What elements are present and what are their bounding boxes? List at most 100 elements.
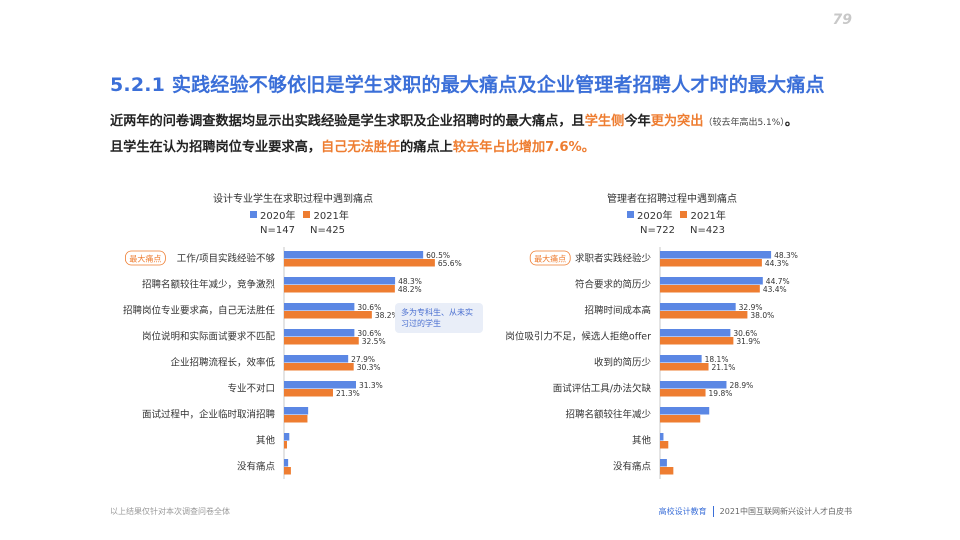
category-label: 工作/项目实践经验不够 — [177, 253, 276, 265]
bar-2020 — [660, 277, 763, 285]
right-chart-title: 管理者在招聘过程中遇到痛点 — [607, 194, 737, 205]
bar-2021 — [284, 389, 333, 397]
category-label: 面试评估工具/办法欠缺 — [553, 383, 652, 395]
category-label: 其他 — [632, 435, 652, 447]
data-label: 48.3% — [398, 277, 422, 286]
bar-2021 — [284, 415, 308, 423]
left-chart-title: 设计专业学生在求职过程中遇到痛点 — [213, 194, 373, 205]
data-label: 28.9% — [729, 381, 753, 390]
intro-line1-segment: 更为突出 — [650, 114, 704, 129]
legend-2021: 2021年 — [303, 207, 349, 222]
legend-label-2021: 2021年 — [690, 211, 726, 222]
bar-2020 — [284, 355, 349, 363]
category-label: 招聘名额较往年减少，竞争激烈 — [142, 279, 276, 291]
bar-2021 — [284, 363, 354, 371]
bar-2020 — [284, 381, 356, 389]
intro-line2-segment: 且学生在认为招聘岗位专业要求高， — [110, 140, 321, 155]
category-label: 符合要求的简历少 — [575, 279, 652, 291]
footer-note: 以上结果仅针对本次调查问卷全体 — [110, 507, 230, 516]
data-label: 32.5% — [362, 337, 386, 346]
bar-2021 — [660, 389, 706, 397]
n-label-2020: N=147 — [260, 225, 295, 236]
n-label-2021: N=425 — [310, 225, 345, 236]
legend-swatch-2021 — [680, 211, 688, 218]
data-label: 30.6% — [357, 303, 381, 312]
data-label: 48.2% — [398, 285, 422, 294]
data-label: 30.6% — [357, 329, 381, 338]
footer-brand: 高校设计教育 — [658, 507, 707, 516]
bar-2021 — [660, 337, 734, 345]
bar-2021 — [284, 311, 372, 319]
page-number: 79 — [832, 12, 852, 28]
category-label: 其他 — [256, 435, 276, 447]
intro-line2-segment: 的痛点上 — [400, 140, 453, 155]
data-label: 31.3% — [359, 381, 383, 390]
max-pain-tag — [125, 250, 166, 266]
bar-2021 — [660, 285, 760, 293]
n-label-2021: N=423 — [690, 225, 725, 236]
legend-label-2020: 2020年 — [260, 211, 296, 222]
intro-line2-segment: 自己无法胜任 — [321, 140, 401, 155]
footer-divider — [712, 506, 714, 517]
bar-2020 — [660, 407, 710, 415]
legend-swatch-2020 — [627, 211, 634, 218]
category-label: 没有痛点 — [613, 461, 652, 473]
bar-2021 — [284, 259, 435, 267]
data-label: 21.3% — [336, 389, 360, 398]
intro-line1-segment: 今年 — [624, 114, 651, 129]
max-pain-tag-label: 最大痛点 — [129, 253, 161, 263]
bar-2020 — [660, 251, 772, 259]
intro-line1-segment: 。 — [784, 114, 798, 129]
data-label: 21.1% — [712, 363, 736, 372]
category-label: 面试过程中，企业临时取消招聘 — [142, 409, 276, 421]
bar-2021 — [660, 259, 762, 267]
max-pain-tag — [529, 250, 571, 266]
bar-2020 — [660, 355, 702, 363]
data-label: 48.3% — [774, 251, 798, 260]
bar-2020 — [660, 459, 667, 467]
bar-2021 — [660, 311, 748, 319]
bar-2021 — [660, 415, 701, 423]
data-label: 65.6% — [438, 259, 462, 268]
data-label: 32.9% — [739, 303, 763, 312]
bar-2021 — [284, 337, 359, 345]
bar-2021 — [284, 441, 287, 449]
category-label: 岗位说明和实际面试要求不匹配 — [142, 331, 276, 343]
footer-report: 2021中国互联网新兴设计人才白皮书 — [719, 507, 852, 516]
right-chart-legend: 2020年 2021年 — [627, 207, 734, 222]
legend-swatch-2021 — [303, 211, 311, 218]
data-label: 38.2% — [375, 311, 399, 320]
legend-label-2021: 2021年 — [313, 211, 349, 222]
intro-line2-segment: 较去年占比增加7.6%。 — [452, 140, 595, 155]
right-chart-n: N=722 N=423 — [640, 225, 725, 236]
bar-2021 — [660, 467, 674, 475]
legend-2021: 2021年 — [680, 207, 726, 222]
data-label: 18.1% — [705, 355, 729, 364]
category-label: 专业不对口 — [227, 383, 275, 395]
intro-line1-segment: 学生侧 — [584, 114, 625, 129]
data-label: 44.3% — [765, 259, 789, 268]
data-label: 38.0% — [750, 311, 774, 320]
bar-2020 — [660, 381, 727, 389]
category-label: 招聘时间成本高 — [584, 305, 651, 317]
max-pain-tag-label: 最大痛点 — [534, 253, 566, 263]
bar-2021 — [284, 285, 395, 293]
bar-2021 — [660, 441, 669, 449]
data-label: 43.4% — [763, 285, 787, 294]
bar-2020 — [660, 329, 731, 337]
legend-swatch-2020 — [250, 211, 257, 218]
legend-2020: 2020年 — [250, 207, 295, 222]
intro-line1-segment: （较去年高出5.1%） — [703, 118, 785, 128]
data-label: 27.9% — [351, 355, 375, 364]
bar-2020 — [284, 407, 309, 415]
bar-2020 — [660, 303, 736, 311]
bar-2020 — [284, 459, 289, 467]
category-label: 招聘岗位专业要求高，自己无法胜任 — [123, 305, 276, 317]
bar-2020 — [284, 329, 355, 337]
category-label: 招聘名额较往年减少 — [565, 409, 651, 421]
footer-right: 高校设计教育 2021中国互联网新兴设计人才白皮书 — [659, 506, 852, 517]
callout-note: 多为专科生、从未实习过的学生 — [395, 303, 483, 333]
section-title: 5.2.1 实践经验不够依旧是学生求职的最大痛点及企业管理者招聘人才时的最大痛点 — [110, 74, 825, 96]
data-label: 60.5% — [426, 251, 450, 260]
